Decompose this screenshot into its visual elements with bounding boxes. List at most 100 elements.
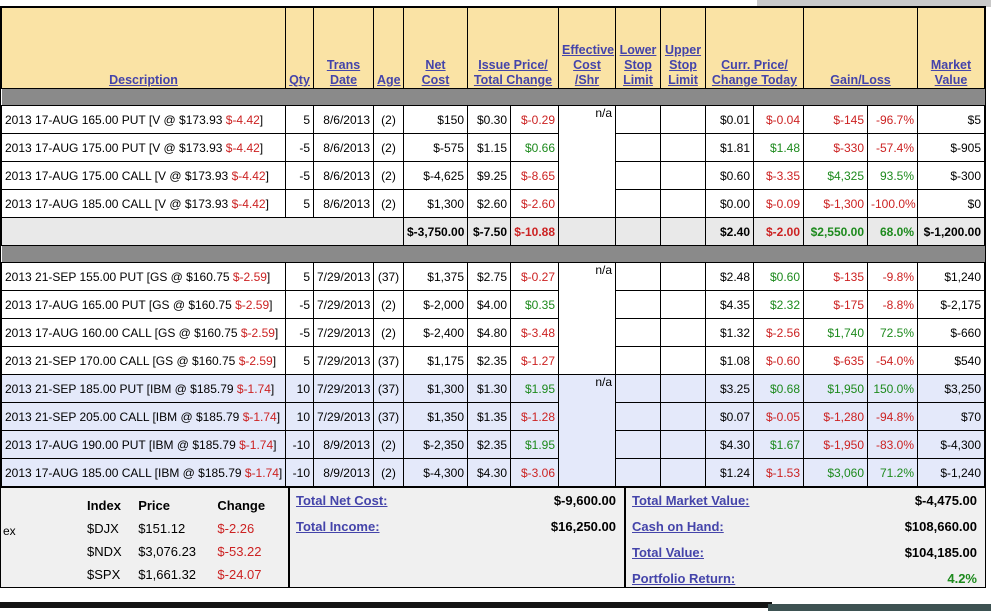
cell-date: 8/6/2013	[313, 133, 374, 162]
total-label-link[interactable]: Total Net Cost:	[296, 493, 388, 508]
column-header-label: Net	[425, 58, 446, 72]
cell-age: (37)	[373, 374, 404, 403]
total-value: $108,660.00	[904, 519, 977, 534]
cell-date: 7/29/2013	[313, 374, 374, 403]
cell-market: $-300	[917, 161, 986, 190]
cell-upper-stop	[660, 189, 706, 218]
column-header-label: Market	[930, 58, 972, 72]
total-value: $-4,475.00	[914, 493, 977, 508]
cell-issue: $1.30	[467, 374, 511, 403]
column-header-desc[interactable]: Description	[1, 7, 286, 89]
total-row: Cash on Hand: $108,660.00	[632, 519, 977, 545]
cell-pct: -83.0%	[867, 430, 919, 459]
cell-gain: $1,950	[803, 374, 869, 403]
cell-curr: $2.48	[705, 262, 754, 291]
column-header-curr-change[interactable]: Curr. Price/Change Today	[704, 7, 805, 89]
cell-pct: 71.2%	[867, 458, 919, 487]
description-text: 2013 17-AUG 190.00 PUT [IBM @ $185.79	[5, 437, 240, 452]
description-change: $-4.42	[225, 140, 260, 155]
cell-lower-stop	[615, 374, 661, 403]
total-label-link[interactable]: Total Value:	[632, 545, 704, 560]
position-row: 2013 17-AUG 160.00 CALL [GS @ $160.75 $-…	[1, 318, 986, 347]
description-change: $-1.74	[242, 409, 277, 424]
column-header-label: /Shr	[574, 73, 600, 87]
total-row: Total Income: $16,250.00	[296, 519, 616, 545]
cell-curr: $1.08	[705, 346, 754, 375]
cell-issue: $9.25	[467, 161, 511, 190]
index-quote-row: $SPX $1,661.32 $-24.07	[87, 563, 288, 586]
total-label-link[interactable]: Cash on Hand:	[632, 519, 724, 534]
cell-ctoday: $0.60	[752, 262, 805, 291]
column-header-label: Value	[934, 73, 968, 87]
subtotal-net: $-3,750.00	[403, 217, 468, 246]
cell-ctoday: $1.67	[752, 430, 805, 459]
description-text: 2013 17-AUG 165.00 PUT [GS @ $160.75	[5, 297, 236, 312]
cell-net: $-4,300	[403, 458, 468, 487]
cell-date: 8/6/2013	[313, 189, 374, 218]
cell-curr: $0.60	[705, 161, 754, 190]
cell-gain: $-175	[803, 290, 869, 319]
description-bracket: ]	[259, 140, 264, 155]
cell-qty: 10	[285, 374, 314, 403]
total-value: $-9,600.00	[553, 493, 616, 508]
column-header-date[interactable]: Trans Date	[313, 7, 374, 89]
cell-issue: $2.35	[467, 430, 511, 459]
cell-gain: $-1,300	[803, 189, 869, 218]
description-text: 2013 17-AUG 160.00 CALL [GS @ $160.75	[5, 325, 241, 340]
subtotal-pct: 68.0%	[867, 217, 919, 246]
cell-qty: 5	[285, 189, 314, 218]
description-text: 2013 17-AUG 185.00 CALL [IBM @ $185.79	[5, 465, 245, 480]
cell-ctoday: $-0.60	[752, 346, 805, 375]
cell-tchg: $1.95	[510, 374, 559, 403]
cell-net: $1,175	[403, 346, 468, 375]
cell-description: 2013 17-AUG 185.00 CALL [IBM @ $185.79 $…	[1, 458, 286, 487]
cell-gain: $-635	[803, 346, 869, 375]
cell-description: 2013 21-SEP 155.00 PUT [GS @ $160.75 $-2…	[1, 262, 286, 291]
group-subtotal-row: $-3,750.00 $-7.50 $-10.88 $2.40 $-2.00 $2,550…	[1, 217, 986, 246]
column-header-market[interactable]: Market Value	[917, 7, 986, 89]
position-row: 2013 21-SEP 170.00 CALL [GS @ $160.75 $-…	[1, 346, 986, 375]
description-text: 2013 17-AUG 175.00 CALL [V @ $173.93	[5, 168, 232, 183]
cell-date: 8/9/2013	[313, 430, 374, 459]
cell-age: (2)	[373, 290, 404, 319]
cell-issue: $2.75	[467, 262, 511, 291]
cell-lower-stop	[615, 189, 661, 218]
total-label-link[interactable]: Total Income:	[296, 519, 380, 534]
column-header-eff[interactable]: Effective Cost/Shr	[558, 7, 616, 89]
cell-ctoday: $-0.09	[752, 189, 805, 218]
cell-date: 8/9/2013	[313, 458, 374, 487]
total-label-link[interactable]: Portfolio Return:	[632, 571, 736, 586]
description-change: $-4.42	[231, 168, 266, 183]
cell-qty: 5	[285, 346, 314, 375]
cell-lower-stop	[615, 161, 661, 190]
cell-pct: -100.0%	[867, 189, 919, 218]
description-change: $-4.42	[231, 196, 266, 211]
cell-net: $-575	[403, 133, 468, 162]
column-header-label: Effective	[562, 43, 615, 57]
column-header-net[interactable]: Net Cost	[403, 7, 468, 89]
cell-description: 2013 21-SEP 205.00 CALL [IBM @ $185.79 $…	[1, 402, 286, 431]
column-header-label: Qty	[289, 73, 310, 87]
cell-market: $5	[917, 105, 986, 134]
description-bracket: ]	[273, 437, 277, 452]
column-header-qty[interactable]: Qty	[285, 7, 314, 89]
total-label-link[interactable]: Total Market Value:	[632, 493, 750, 508]
cell-lower-stop	[615, 318, 661, 347]
cell-ctoday: $1.48	[752, 133, 805, 162]
description-change: $-1.74	[239, 437, 274, 452]
cell-pct: 93.5%	[867, 161, 919, 190]
position-row: 2013 17-AUG 175.00 PUT [V @ $173.93 $-4.…	[1, 133, 986, 162]
cell-market: $70	[917, 402, 986, 431]
column-header-upper[interactable]: Upper Stop Limit	[660, 7, 706, 89]
column-header-lower[interactable]: Lower Stop Limit	[615, 7, 661, 89]
index-symbol: $SPX	[87, 567, 121, 582]
description-bracket: ]	[272, 353, 277, 368]
column-header-age[interactable]: Age	[373, 7, 404, 89]
column-header-gainloss[interactable]: Gain/Loss	[803, 7, 919, 89]
description-bracket: ]	[259, 112, 264, 127]
cell-qty: -5	[285, 161, 314, 190]
cell-gain: $4,325	[803, 161, 869, 190]
total-row: Total Value: $104,185.00	[632, 545, 977, 571]
column-header-issue-total[interactable]: Issue Price/Total Change	[467, 7, 559, 89]
cell-curr: $0.01	[705, 105, 754, 134]
